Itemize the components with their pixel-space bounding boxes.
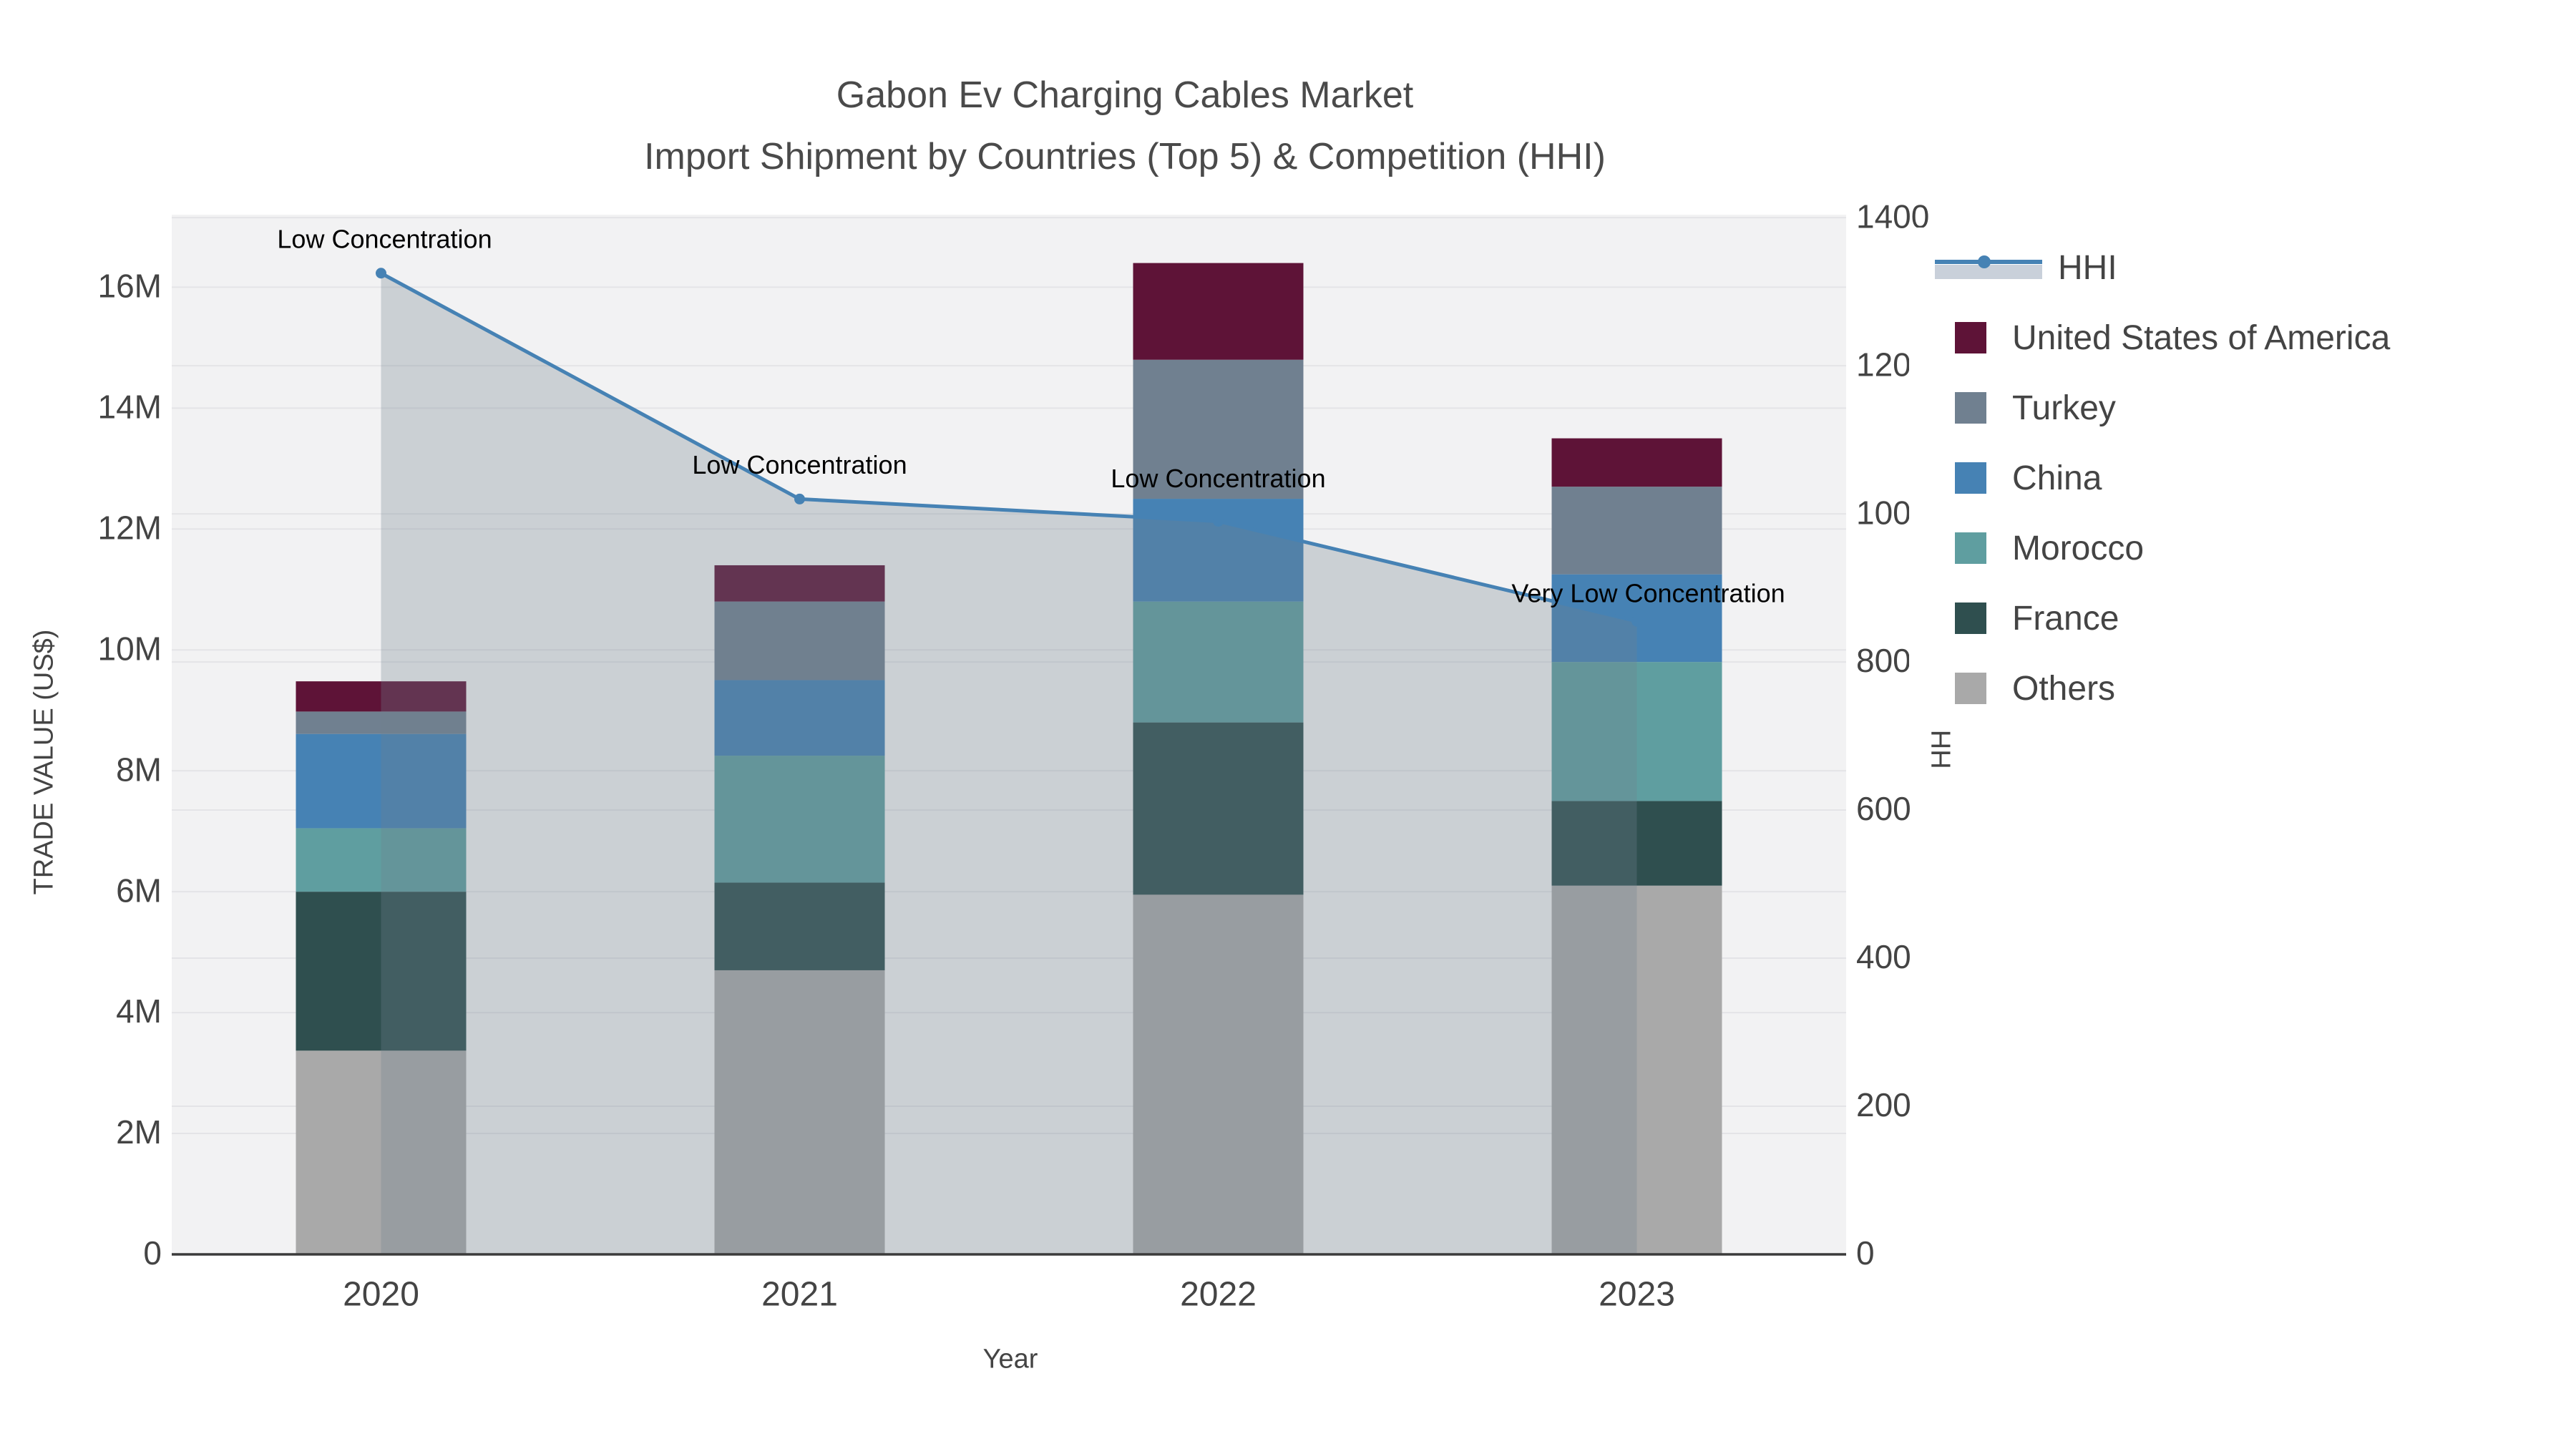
y-left-tick-4M: 4M — [116, 992, 162, 1030]
bar-segment-2022-turkey[interactable] — [1133, 359, 1304, 499]
x-axis-title: Year — [982, 1344, 1038, 1375]
bar-segment-2022-france[interactable] — [1133, 722, 1304, 895]
y-left-tick-6M: 6M — [116, 872, 162, 909]
hhi-marker-2022[interactable] — [1213, 515, 1224, 527]
bar-segment-2020-morocco[interactable] — [296, 828, 467, 892]
legend-label: France — [2012, 599, 2119, 638]
y-right-tick-400: 400 — [1856, 938, 1911, 975]
hhi-marker-glyph — [1978, 255, 1991, 268]
annotation-2023: Very Low Concentration — [1511, 579, 1785, 608]
bar-segment-2023-france[interactable] — [1551, 801, 1722, 886]
x-tick-2021: 2021 — [761, 1276, 838, 1314]
x-tick-2023: 2023 — [1599, 1276, 1675, 1314]
color-swatch — [1955, 532, 1986, 564]
chart-title: Gabon Ev Charging Cables Market Import S… — [644, 64, 1606, 187]
color-swatch — [1955, 392, 1986, 424]
y-left-tick-2M: 2M — [116, 1113, 162, 1151]
bar-segment-2021-united-states-of-america[interactable] — [714, 565, 885, 602]
bar-segment-2020-turkey[interactable] — [296, 711, 467, 734]
bar-segment-2020-france[interactable] — [296, 892, 467, 1051]
color-swatch — [1955, 322, 1986, 353]
color-swatch — [1955, 602, 1986, 634]
legend-item-united-states[interactable]: United States of America — [1955, 318, 2390, 358]
bar-segment-2023-others[interactable] — [1551, 885, 1722, 1254]
hhi-line-swatch — [1935, 255, 2042, 279]
legend-item-china[interactable]: China — [1955, 458, 2102, 498]
bar-segment-2020-others[interactable] — [296, 1050, 467, 1254]
bar-segment-2021-china[interactable] — [714, 680, 885, 756]
annotation-2021: Low Concentration — [692, 450, 907, 479]
legend-item-hhi[interactable]: HHI — [1935, 248, 2117, 288]
chart-title-line2: Import Shipment by Countries (Top 5) & C… — [644, 136, 1606, 177]
bar-segment-2022-others[interactable] — [1133, 894, 1304, 1254]
annotation-2020: Low Concentration — [277, 224, 492, 253]
y-right-tick-800: 800 — [1856, 642, 1911, 679]
y-right-tick-0: 0 — [1856, 1234, 1875, 1272]
y-left-tick-14M: 14M — [98, 388, 162, 425]
y-axis-title-right: HHI — [1926, 722, 1957, 769]
hhi-marker-2023[interactable] — [1631, 615, 1642, 627]
legend-item-morocco[interactable]: Morocco — [1955, 528, 2144, 568]
bar-segment-2021-turkey[interactable] — [714, 601, 885, 680]
hhi-area — [381, 273, 1637, 1255]
legend-label: China — [2012, 459, 2102, 497]
x-tick-2022: 2022 — [1180, 1276, 1257, 1314]
y-right-tick-200: 200 — [1856, 1086, 1911, 1123]
y-left-tick-12M: 12M — [98, 509, 162, 546]
bar-segment-2023-morocco[interactable] — [1551, 662, 1722, 801]
chart-title-line1: Gabon Ev Charging Cables Market — [836, 74, 1414, 116]
bar-segment-2021-morocco[interactable] — [714, 756, 885, 883]
hhi-marker-2021[interactable] — [794, 493, 805, 504]
y-left-tick-10M: 10M — [98, 630, 162, 667]
hhi-line — [380, 271, 1638, 623]
bar-segment-2022-morocco[interactable] — [1133, 601, 1304, 723]
bar-segment-2021-france[interactable] — [714, 882, 885, 970]
legend-label: Others — [2012, 669, 2116, 708]
bar-segment-2023-turkey[interactable] — [1551, 487, 1722, 575]
bar-segment-2021-others[interactable] — [714, 970, 885, 1254]
legend-item-turkey[interactable]: Turkey — [1955, 388, 2116, 428]
bar-segment-2023-united-states-of-america[interactable] — [1551, 438, 1722, 487]
bar-segment-2020-china[interactable] — [296, 733, 467, 829]
legend-label: United States of America — [2012, 318, 2391, 357]
legend-label: Morocco — [2012, 529, 2145, 567]
x-tick-2020: 2020 — [343, 1276, 419, 1314]
y-left-tick-0: 0 — [143, 1234, 162, 1272]
bar-segment-2022-united-states-of-america[interactable] — [1133, 263, 1304, 360]
y-axis-title-left: TRADE VALUE (US$) — [29, 629, 59, 895]
y-right-tick-600: 600 — [1856, 790, 1911, 827]
legend-item-others[interactable]: Others — [1955, 668, 2115, 708]
annotation-2022: Low Concentration — [1111, 464, 1325, 493]
bar-segment-2020-united-states-of-america[interactable] — [296, 681, 467, 712]
color-swatch — [1955, 462, 1986, 494]
legend-item-france[interactable]: France — [1955, 598, 2119, 638]
legend: HHI United States of America Turkey Chin… — [1909, 228, 2567, 728]
y-left-tick-16M: 16M — [98, 268, 162, 305]
legend-label: HHI — [2058, 248, 2117, 287]
legend-label: Turkey — [2012, 389, 2116, 427]
color-swatch — [1955, 673, 1986, 704]
hhi-area-swatch — [1935, 265, 2042, 279]
hhi-marker-2020[interactable] — [376, 268, 386, 279]
y-left-tick-8M: 8M — [116, 751, 162, 788]
